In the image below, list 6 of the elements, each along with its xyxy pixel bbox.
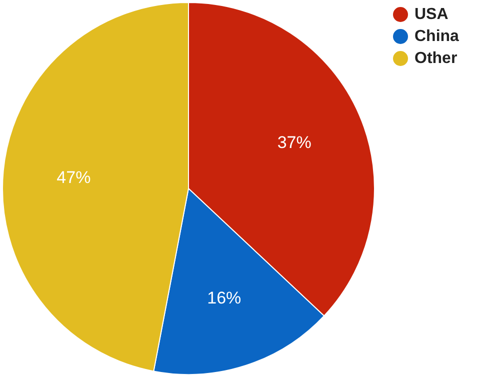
legend-label: USA bbox=[414, 6, 449, 23]
legend-label: China bbox=[414, 28, 460, 45]
data-label: 16% bbox=[207, 288, 242, 308]
data-label: 47% bbox=[56, 168, 91, 188]
legend-label: Other bbox=[414, 50, 458, 67]
data-label: 37% bbox=[277, 133, 312, 152]
